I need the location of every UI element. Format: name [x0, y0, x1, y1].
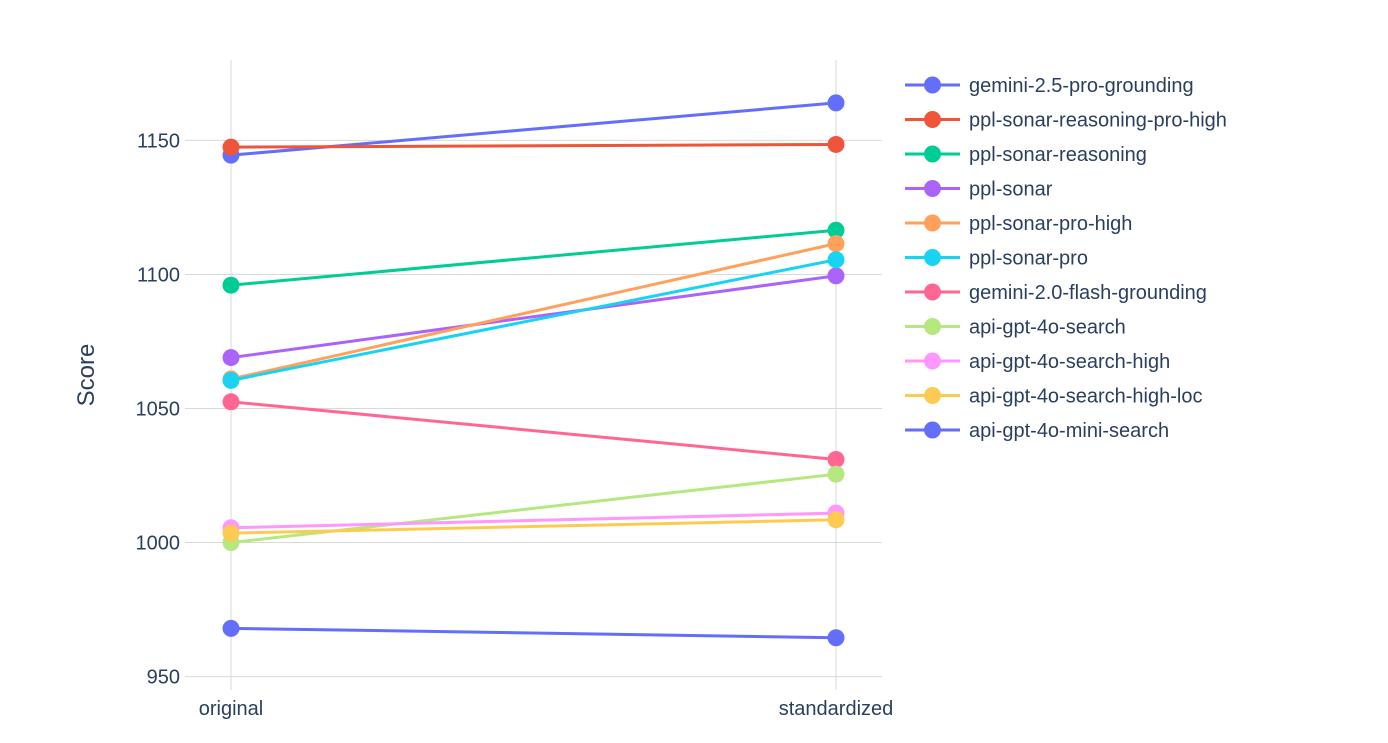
- data-point-original[interactable]: [222, 619, 240, 637]
- x-tick-label-original: original: [199, 698, 263, 720]
- series-line: [230, 242, 837, 381]
- data-point-original[interactable]: [222, 138, 240, 156]
- data-point-standardized[interactable]: [827, 465, 845, 483]
- legend-marker-swatch: [924, 145, 941, 163]
- data-point-standardized[interactable]: [827, 267, 845, 285]
- legend-marker-swatch: [924, 318, 941, 335]
- series-ppl-sonar-reasoning-pro-high[interactable]: [222, 135, 845, 156]
- legend-marker-swatch: [924, 421, 941, 439]
- legend-label: ppl-sonar-pro: [969, 248, 1088, 270]
- legend-item[interactable]: api-gpt-4o-search-high-loc: [905, 386, 1202, 408]
- legend-item[interactable]: ppl-sonar: [905, 179, 1053, 201]
- series-line: [230, 518, 837, 535]
- legend-label: gemini-2.5-pro-grounding: [969, 75, 1194, 97]
- series-line: [230, 274, 837, 360]
- series-line: [230, 228, 837, 287]
- data-point-standardized[interactable]: [827, 450, 845, 468]
- grid-layer: [185, 60, 882, 690]
- legend-item[interactable]: api-gpt-4o-search-high: [905, 351, 1170, 373]
- series-api-gpt-4o-mini-search[interactable]: [222, 619, 845, 647]
- y-axis: 950 1000 1050 1100 1150: [136, 130, 181, 688]
- series-line: [230, 142, 837, 149]
- series-ppl-sonar-pro[interactable]: [222, 251, 845, 389]
- legend-item[interactable]: api-gpt-4o-search: [905, 317, 1126, 339]
- y-tick-label: 1050: [136, 399, 181, 421]
- legend-item[interactable]: ppl-sonar-reasoning: [905, 144, 1147, 166]
- legend-marker-swatch: [924, 76, 941, 94]
- legend-label: api-gpt-4o-mini-search: [969, 420, 1169, 442]
- legend-item[interactable]: api-gpt-4o-mini-search: [905, 420, 1169, 442]
- series-api-gpt-4o-search-high-loc[interactable]: [222, 511, 845, 542]
- legend-item[interactable]: ppl-sonar-pro: [905, 248, 1088, 270]
- series-gemini-2.0-flash-grounding[interactable]: [222, 393, 845, 468]
- series-gemini-2.5-pro-grounding[interactable]: [222, 94, 845, 164]
- legend-item[interactable]: gemini-2.0-flash-grounding: [905, 282, 1207, 304]
- y-tick-label: 1150: [137, 130, 180, 152]
- y-tick-label: 1100: [137, 264, 180, 286]
- data-point-standardized[interactable]: [827, 251, 845, 269]
- y-axis-title: Score: [73, 344, 100, 407]
- data-point-standardized[interactable]: [827, 511, 845, 529]
- legend-marker-swatch: [924, 214, 941, 232]
- series-ppl-sonar-reasoning[interactable]: [222, 221, 845, 294]
- data-point-original[interactable]: [222, 524, 240, 542]
- series-line: [230, 511, 837, 530]
- x-axis: original standardized: [199, 698, 894, 720]
- data-point-original[interactable]: [222, 393, 240, 411]
- legend-marker-swatch: [924, 283, 941, 301]
- series-api-gpt-4o-search[interactable]: [222, 465, 845, 552]
- legend-item[interactable]: ppl-sonar-pro-high: [905, 213, 1132, 235]
- series-line: [230, 258, 837, 382]
- legend-label: ppl-sonar-pro-high: [969, 213, 1132, 235]
- data-point-standardized[interactable]: [827, 629, 845, 647]
- data-point-original[interactable]: [222, 276, 240, 294]
- legend-marker-swatch: [924, 180, 941, 197]
- legend-marker-swatch: [924, 387, 941, 404]
- data-point-standardized[interactable]: [827, 94, 845, 112]
- legend-label: ppl-sonar-reasoning-pro-high: [969, 110, 1227, 132]
- data-point-standardized[interactable]: [827, 235, 845, 253]
- legend-marker-swatch: [924, 249, 941, 266]
- x-tick-label-standardized: standardized: [779, 698, 894, 720]
- series-layer: [222, 94, 845, 647]
- y-tick-label: 1000: [136, 533, 181, 555]
- series-ppl-sonar[interactable]: [222, 267, 845, 367]
- legend-marker-swatch: [924, 352, 941, 370]
- y-tick-label: 950: [147, 667, 180, 689]
- legend-label: api-gpt-4o-search-high: [969, 351, 1170, 373]
- legend-label: ppl-sonar-reasoning: [969, 144, 1147, 166]
- legend-label: api-gpt-4o-search: [969, 317, 1126, 339]
- data-point-standardized[interactable]: [827, 221, 845, 239]
- legend[interactable]: gemini-2.5-pro-grounding ppl-sonar-reason…: [905, 75, 1227, 442]
- legend-marker-swatch: [924, 111, 941, 128]
- legend-item[interactable]: gemini-2.5-pro-grounding: [905, 75, 1194, 97]
- legend-label: gemini-2.0-flash-grounding: [969, 282, 1207, 304]
- legend-label: ppl-sonar: [969, 179, 1053, 201]
- data-point-original[interactable]: [222, 371, 240, 389]
- legend-label: api-gpt-4o-search-high-loc: [969, 386, 1202, 408]
- data-point-original[interactable]: [222, 349, 240, 367]
- legend-item[interactable]: ppl-sonar-reasoning-pro-high: [905, 110, 1227, 132]
- series-line: [230, 626, 837, 640]
- data-point-standardized[interactable]: [827, 135, 845, 153]
- series-line: [230, 400, 837, 461]
